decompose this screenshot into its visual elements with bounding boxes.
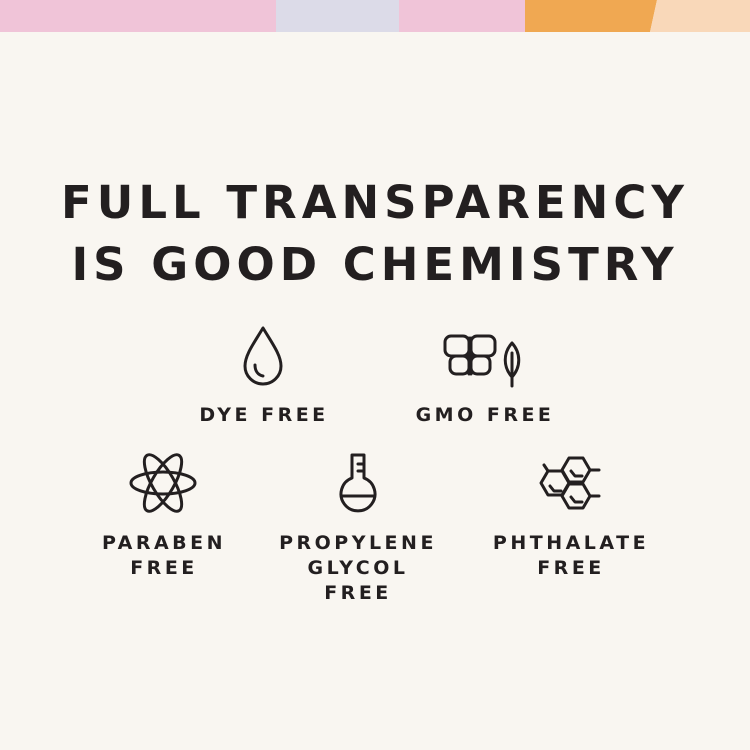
flask-icon [339, 453, 377, 513]
stripe-peach [650, 0, 750, 32]
stripe-lavender [276, 0, 399, 32]
atom-icon [129, 453, 197, 513]
stripe-pink [0, 0, 276, 32]
molecule-hexagon-icon [539, 456, 601, 510]
butterfly-leaf-icon [443, 334, 521, 388]
feature-label-propylene-glycol-free: PROPYLENE GLYCOL FREE [279, 532, 437, 604]
stripe-pink-2 [399, 0, 525, 32]
feature-label-paraben-free: PARABEN FREE [101, 532, 227, 579]
feature-label-dye-free: DYE FREE [199, 404, 329, 426]
page-title: FULL TRANSPARENCY IS GOOD CHEMISTRY [0, 172, 750, 296]
color-stripe-banner [0, 0, 750, 32]
title-line-1: FULL TRANSPARENCY [61, 176, 689, 229]
title-line-2: IS GOOD CHEMISTRY [71, 238, 679, 291]
water-drop-icon [243, 326, 283, 386]
feature-label-phthalate-free: PHTHALATE FREE [492, 532, 650, 579]
feature-label-gmo-free: GMO FREE [415, 404, 555, 426]
stripe-orange [525, 0, 657, 32]
